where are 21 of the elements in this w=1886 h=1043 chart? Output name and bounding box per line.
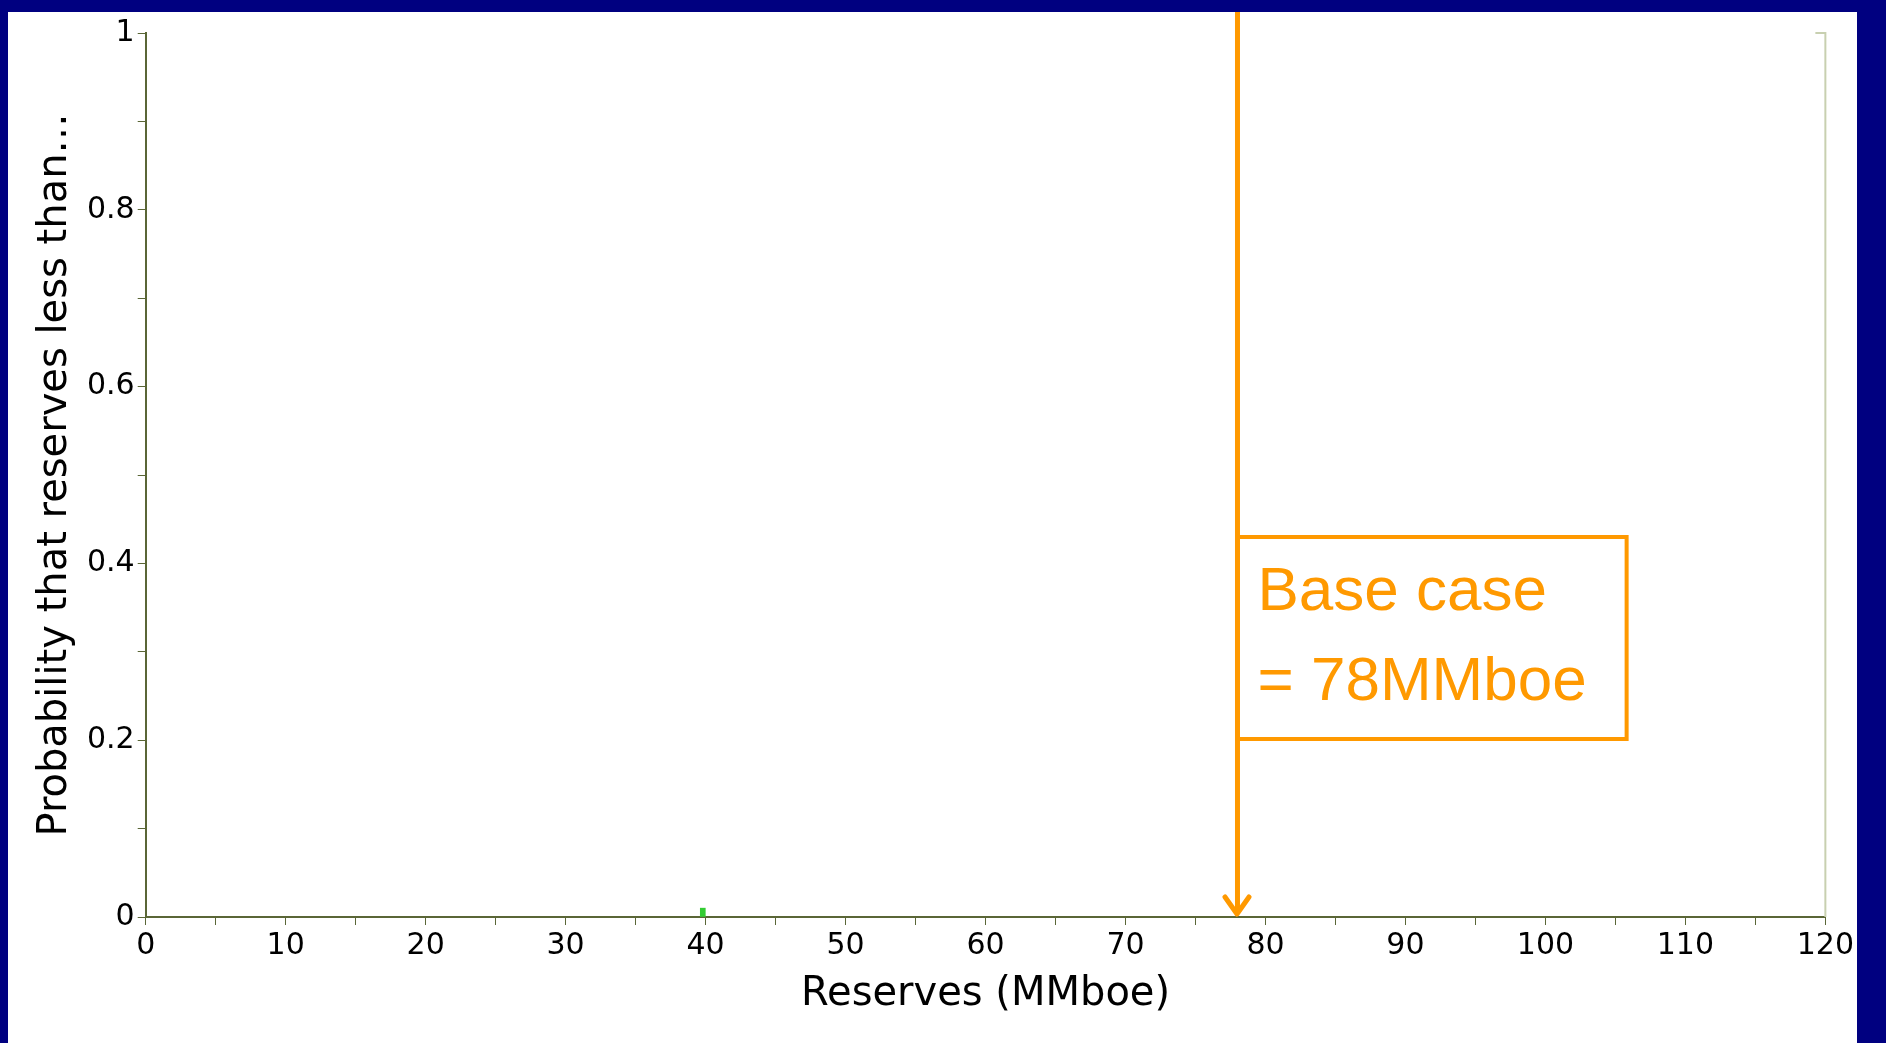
ref-line-label: Base case = 78MMboe xyxy=(1257,553,1587,713)
x-tick-label: 40 xyxy=(686,925,725,961)
x-tick-label: 100 xyxy=(1516,925,1575,961)
x-tick-label: 60 xyxy=(966,925,1005,961)
x-tick-label: 10 xyxy=(266,925,305,961)
y-tick-label: 1 xyxy=(115,12,135,48)
x-tick-label: 80 xyxy=(1246,925,1285,961)
x-tick-label: 70 xyxy=(1106,925,1145,961)
y-tick-label: 0.6 xyxy=(86,366,135,402)
y-tick-label: 0.4 xyxy=(86,543,135,579)
x-tick-label: 30 xyxy=(546,925,585,961)
y-axis-title: Probability that reserves less than… xyxy=(29,113,76,837)
x-tick-label: 50 xyxy=(826,925,865,961)
x-tick-label: 20 xyxy=(406,925,445,961)
y-tick-label: 0.8 xyxy=(86,189,135,225)
y-tick-label: 0 xyxy=(115,896,135,932)
y-tick-label: 0.2 xyxy=(86,720,135,755)
x-tick-label: 90 xyxy=(1386,925,1425,961)
x-tick-label: 110 xyxy=(1656,925,1715,961)
x-axis-title: Reserves (MMboe) xyxy=(801,968,1171,1015)
x-tick-label: 120 xyxy=(1796,925,1854,961)
